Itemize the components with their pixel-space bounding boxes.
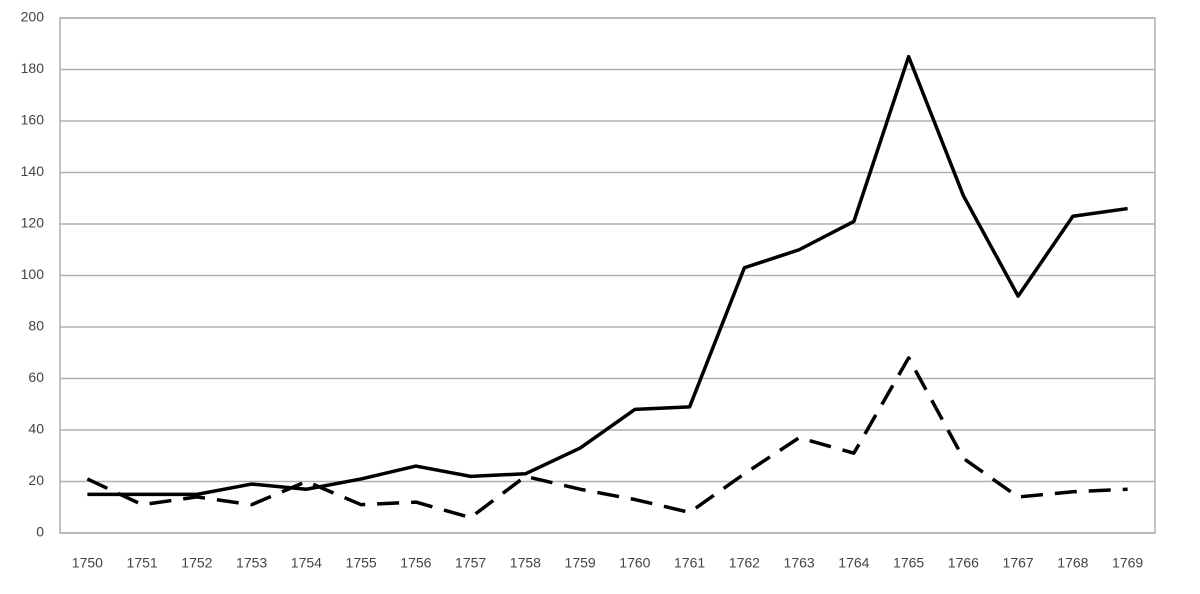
- x-tick-label: 1755: [346, 555, 377, 571]
- x-tick-label: 1756: [400, 555, 431, 571]
- y-tick-label: 60: [28, 369, 44, 385]
- y-tick-label: 100: [21, 266, 45, 282]
- x-tick-label: 1763: [784, 555, 815, 571]
- y-tick-label: 140: [21, 163, 45, 179]
- x-tick-label: 1764: [838, 555, 869, 571]
- x-tick-label: 1758: [510, 555, 541, 571]
- x-tick-label: 1760: [619, 555, 650, 571]
- y-tick-label: 200: [21, 9, 45, 25]
- x-tick-label: 1754: [291, 555, 322, 571]
- x-tick-label: 1766: [948, 555, 979, 571]
- y-tick-label: 120: [21, 215, 45, 231]
- x-tick-label: 1759: [565, 555, 596, 571]
- x-tick-label: 1769: [1112, 555, 1143, 571]
- x-tick-label: 1750: [72, 555, 103, 571]
- x-tick-label: 1753: [236, 555, 267, 571]
- x-tick-label: 1751: [127, 555, 158, 571]
- x-tick-label: 1767: [1003, 555, 1034, 571]
- y-tick-label: 80: [28, 318, 44, 334]
- data-line: [87, 54, 1128, 497]
- x-tick-label: 1762: [729, 555, 760, 571]
- y-tick-label: 160: [21, 112, 45, 128]
- x-tick-label: 1768: [1057, 555, 1088, 571]
- y-tick-label: 0: [36, 524, 44, 540]
- x-tick-label: 1761: [674, 555, 705, 571]
- x-tick-label: 1752: [181, 555, 212, 571]
- x-tick-label: 1765: [893, 555, 924, 571]
- x-tick-label: 1757: [455, 555, 486, 571]
- y-tick-label: 20: [28, 472, 44, 488]
- y-tick-label: 40: [28, 421, 44, 437]
- y-tick-label: 180: [21, 60, 45, 76]
- data-line: [86, 356, 1128, 520]
